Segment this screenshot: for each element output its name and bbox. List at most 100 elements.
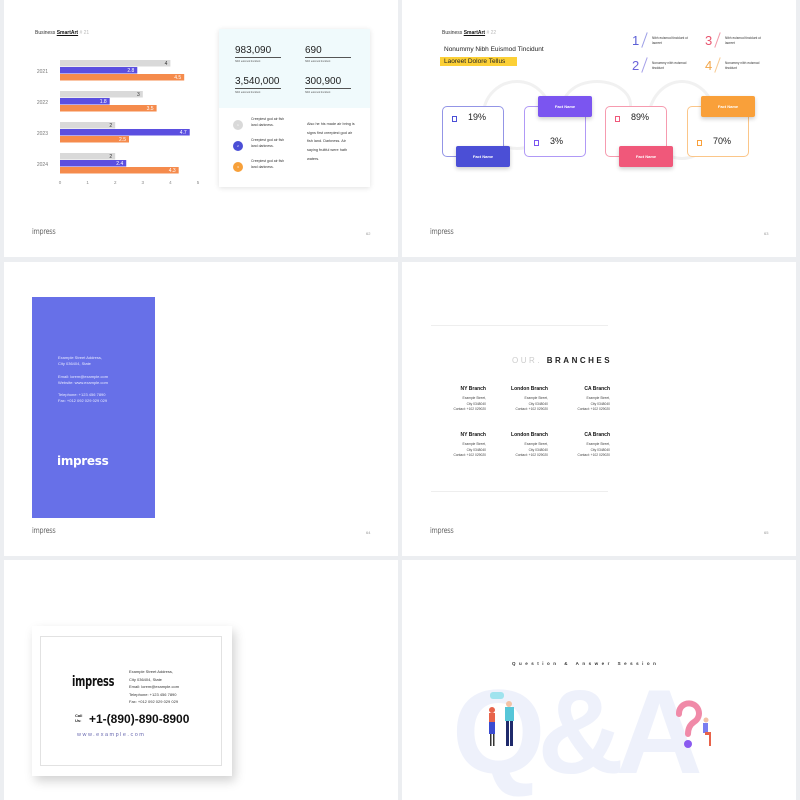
branch-contact: Contact: +102 029020 <box>453 453 486 458</box>
page-number: 62 <box>366 231 371 236</box>
legend-text: Creepiest god air fish land darkness. <box>251 117 285 127</box>
data-label: 1.8 <box>100 99 107 105</box>
document-icon <box>534 140 539 146</box>
page-number: 63 <box>764 231 769 236</box>
category-label: 2021 <box>37 69 48 75</box>
branch-name: NY Branch <box>460 386 486 392</box>
page-number: 65 <box>764 530 769 535</box>
section-title: OUR. BRANCHES <box>512 356 613 365</box>
session-subtitle: Question & Answer Session <box>512 661 660 666</box>
list-text: Nonummy nibh euismod tincidunt <box>652 61 687 71</box>
branch-item: NY Branch Example Street, City 0348040 Cont… <box>428 386 486 413</box>
phone-number[interactable]: +1-(890)-890-8900 <box>89 712 190 726</box>
branch-street: Example Street, <box>524 396 548 400</box>
website-link[interactable]: www.example.com <box>77 732 146 738</box>
slide-business-card[interactable]: impress Example Street Address, City 0364… <box>4 560 398 800</box>
document-icon <box>452 116 457 122</box>
data-label: 3 <box>137 92 140 98</box>
x-tick-label: 1 <box>86 180 89 185</box>
data-label: 2.4 <box>116 161 123 167</box>
branch-city: City 0348040 <box>466 401 486 406</box>
fact-percent: 89% <box>631 112 650 122</box>
fact-name-button[interactable]: Fact Name <box>701 96 755 117</box>
legend-text: Creepiest god air fish land darkness. <box>251 159 285 169</box>
list-text: Nibh euismod tincidunt ut laoreet <box>652 36 688 46</box>
branch-city: City 0348040 <box>466 447 486 452</box>
branch-name: CA Branch <box>584 386 610 392</box>
slide-62[interactable]: Business SmartArt # 21 2021 4 2.8 4.5 2022 3 1… <box>4 0 398 257</box>
people-illustration-icon <box>489 692 514 746</box>
bar <box>60 129 190 136</box>
data-label: 4.3 <box>169 168 176 174</box>
footer-logo: impress <box>32 526 56 535</box>
highlight-label: Laoreet Dolore Tellus <box>440 57 517 66</box>
bar <box>60 60 171 67</box>
contact-details: Example Street Address, City 036404, Stat… <box>129 669 180 705</box>
slash-icon <box>641 32 648 48</box>
bar <box>60 105 157 112</box>
data-label: 2.8 <box>127 68 134 74</box>
branch-name: NY Branch <box>460 432 486 438</box>
fact-name-button[interactable]: Fact Name <box>619 146 673 167</box>
slide-qa[interactable]: Q&A Question & Answer Session <box>402 560 796 800</box>
slash-icon <box>714 57 721 73</box>
data-label: 3.5 <box>147 106 154 112</box>
slide-64[interactable]: Example Street Address, City 036404, Stat… <box>4 262 398 556</box>
branch-street: Example Street, <box>586 396 610 400</box>
stats-card: 983,090 Nibh euismod tincidunt 690 Nibh eu… <box>219 29 370 187</box>
page-number: 64 <box>366 530 371 535</box>
data-label: 4.7 <box>180 130 187 136</box>
slide-title: Nonummy Nibh Euismod Tincidunt <box>444 46 544 53</box>
slide-65[interactable]: OUR. BRANCHES NY Branch Example Street, Ci… <box>402 262 796 556</box>
slide-63[interactable]: Business SmartArt # 22 Nonummy Nibh Euis… <box>402 0 796 257</box>
bar <box>60 122 116 129</box>
legend-badge: 1 <box>233 120 243 130</box>
bar <box>60 67 138 74</box>
slide-heading: Business SmartArt # 22 <box>442 30 497 36</box>
branch-item: CA Branch Example Street, City 0348040 Cont… <box>552 432 610 459</box>
branch-city: City 0348040 <box>590 447 610 452</box>
bar <box>60 160 127 167</box>
branch-contact: Contact: +102 029020 <box>515 407 548 412</box>
branch-item: London Branch Example Street, City 0348040… <box>490 432 548 459</box>
fact-percent: 70% <box>713 136 732 146</box>
branch-contact: Contact: +102 029020 <box>577 453 610 458</box>
fact-percent: 3% <box>550 136 564 146</box>
bar <box>60 136 129 143</box>
category-label: 2024 <box>37 162 48 168</box>
data-label: 4 <box>165 61 168 67</box>
list-number: 4 <box>705 58 713 73</box>
branch-contact: Contact: +102 029020 <box>515 453 548 458</box>
branch-item: NY Branch Example Street, City 0348040 Cont… <box>428 432 486 459</box>
branch-street: Example Street, <box>586 442 610 446</box>
logo: impress <box>72 674 115 690</box>
category-label: 2023 <box>37 131 48 137</box>
list-number: 1 <box>632 33 640 48</box>
footer-logo: impress <box>32 227 56 236</box>
branch-street: Example Street, <box>524 442 548 446</box>
fact-name-button[interactable]: Fact Name <box>456 146 510 167</box>
footer-logo: impress <box>430 526 454 535</box>
x-tick-label: 2 <box>114 180 117 185</box>
bar-chart: 2021 4 2.8 4.5 2022 3 1.8 3.5 2023 2 4.7 2.5 2024 2 2.… <box>37 60 200 185</box>
branch-contact: Contact: +102 029020 <box>453 407 486 412</box>
bar <box>60 153 116 160</box>
contact-panel: Example Street Address, City 036404, Stat… <box>32 297 155 518</box>
fact-name-button[interactable]: Fact Name <box>538 96 592 117</box>
legend-badge: 3 <box>233 162 243 172</box>
bar <box>60 74 185 81</box>
branch-city: City 0348040 <box>528 447 548 452</box>
data-label: 2 <box>109 154 112 160</box>
x-tick-label: 0 <box>59 180 62 185</box>
list-text: Nonummy nibh euismod tincidunt <box>725 61 760 71</box>
bar <box>60 167 179 174</box>
x-tick-label: 4 <box>169 180 172 185</box>
document-icon <box>697 140 702 146</box>
question-mark-icon <box>676 700 711 748</box>
branch-name: London Branch <box>511 432 548 438</box>
stat: 690 Nibh euismod tincidunt <box>305 45 351 63</box>
branch-street: Example Street, <box>462 396 486 400</box>
business-card: impress Example Street Address, City 0364… <box>32 626 232 776</box>
footer-logo: impress <box>430 227 454 236</box>
stat: 3,540,000 Nibh euismod tincidunt <box>235 76 281 94</box>
